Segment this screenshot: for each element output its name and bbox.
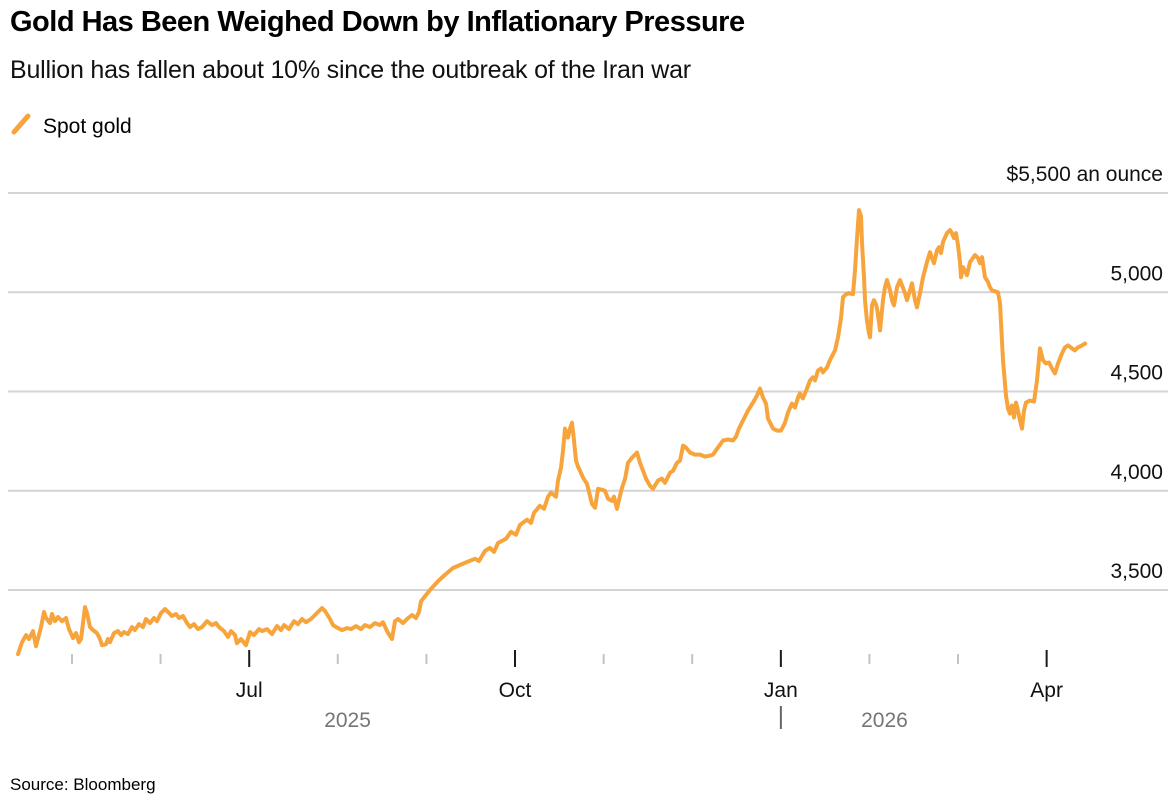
spot-gold-price-line: [16, 208, 1088, 657]
legend-swatch-line: [11, 113, 31, 135]
month-label: Oct: [499, 679, 532, 702]
y-tick-label: $5,500 an ounce: [1007, 163, 1163, 186]
month-label: Jul: [236, 679, 263, 702]
year-label: 2026: [861, 709, 908, 732]
chart-title: Gold Has Been Weighed Down by Inflationa…: [10, 6, 745, 38]
month-label: Apr: [1030, 679, 1063, 702]
legend: Spot gold: [10, 112, 132, 141]
source-attribution: Source: Bloomberg: [10, 775, 156, 794]
spot-gold-line-swatch-icon: [10, 112, 34, 141]
chart-subtitle: Bullion has fallen about 10% since the o…: [10, 56, 691, 84]
y-tick-label: 4,000: [1110, 461, 1163, 484]
year-label: 2025: [324, 709, 371, 732]
legend-label: Spot gold: [43, 114, 132, 138]
month-label: Jan: [764, 679, 798, 702]
y-tick-label: 3,500: [1110, 560, 1163, 583]
y-tick-label: 4,500: [1110, 362, 1163, 385]
y-tick-label: 5,000: [1110, 262, 1163, 285]
